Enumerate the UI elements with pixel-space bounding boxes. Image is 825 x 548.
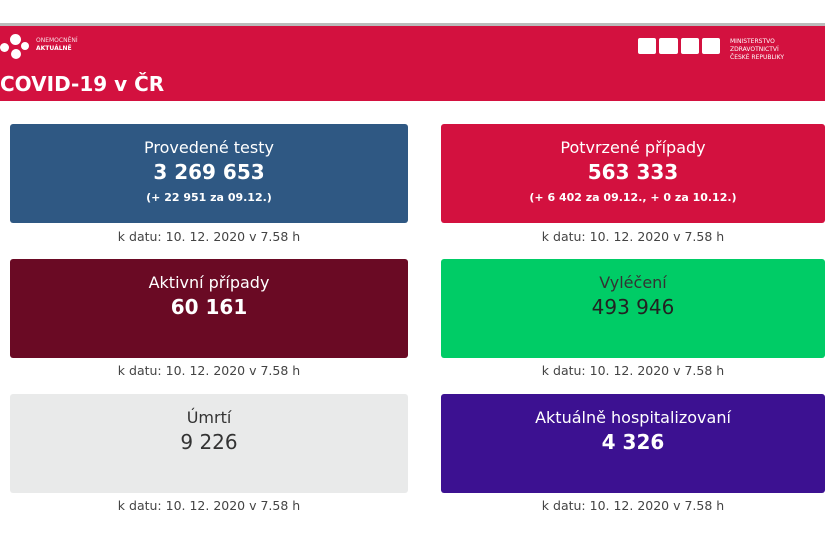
card-label: Vyléčení <box>599 273 667 292</box>
card-label: Aktivní případy <box>148 273 270 292</box>
card-value: 3 269 653 <box>153 160 265 184</box>
card-confirmed: Potvrzené případy 563 333 (+ 6 402 za 09… <box>441 124 825 223</box>
brand-name: ONEMOCNĚNÍ AKTUÁLNĚ <box>36 37 78 53</box>
top-divider <box>0 23 825 26</box>
card-hospitalized: Aktuálně hospitalizovaní 4 326 <box>441 394 825 493</box>
card-tests: Provedené testy 3 269 653 (+ 22 951 za 0… <box>10 124 408 223</box>
card-value: 563 333 <box>587 160 679 184</box>
card-sub: (+ 22 951 za 09.12.) <box>146 191 272 204</box>
ministry-logo-icon <box>638 38 720 54</box>
header-banner: ONEMOCNĚNÍ AKTUÁLNĚ COVID-19 v ČR MINIST… <box>0 26 825 101</box>
card-caption: k datu: 10. 12. 2020 v 7.58 h <box>541 498 725 513</box>
card-label: Aktuálně hospitalizovaní <box>535 408 731 427</box>
card-value: 60 161 <box>170 295 248 319</box>
brand-line1: ONEMOCNĚNÍ <box>36 37 78 44</box>
card-value: 9 226 <box>180 430 238 454</box>
card-label: Úmrtí <box>186 408 232 427</box>
card-sub: (+ 6 402 za 09.12., + 0 za 10.12.) <box>529 191 737 204</box>
card-value: 493 946 <box>591 295 675 319</box>
card-caption: k datu: 10. 12. 2020 v 7.58 h <box>117 498 301 513</box>
card-label: Provedené testy <box>144 138 274 157</box>
ministry-name: MINISTERSTVO ZDRAVOTNICTVÍ ČESKÉ REPUBLI… <box>730 38 825 62</box>
brand-line2: AKTUÁLNĚ <box>36 45 72 52</box>
card-active: Aktivní případy 60 161 <box>10 259 408 358</box>
card-caption: k datu: 10. 12. 2020 v 7.58 h <box>541 363 725 378</box>
ministry-line1: MINISTERSTVO ZDRAVOTNICTVÍ <box>730 38 779 53</box>
page-title: COVID-19 v ČR <box>0 72 165 96</box>
onemocneni-logo-icon <box>0 34 34 60</box>
card-caption: k datu: 10. 12. 2020 v 7.58 h <box>541 229 725 244</box>
card-recovered: Vyléčení 493 946 <box>441 259 825 358</box>
ministry-line2: ČESKÉ REPUBLIKY <box>730 54 785 61</box>
card-value: 4 326 <box>601 430 665 454</box>
card-caption: k datu: 10. 12. 2020 v 7.58 h <box>117 363 301 378</box>
card-deaths: Úmrtí 9 226 <box>10 394 408 493</box>
card-caption: k datu: 10. 12. 2020 v 7.58 h <box>117 229 301 244</box>
card-label: Potvrzené případy <box>560 138 706 157</box>
